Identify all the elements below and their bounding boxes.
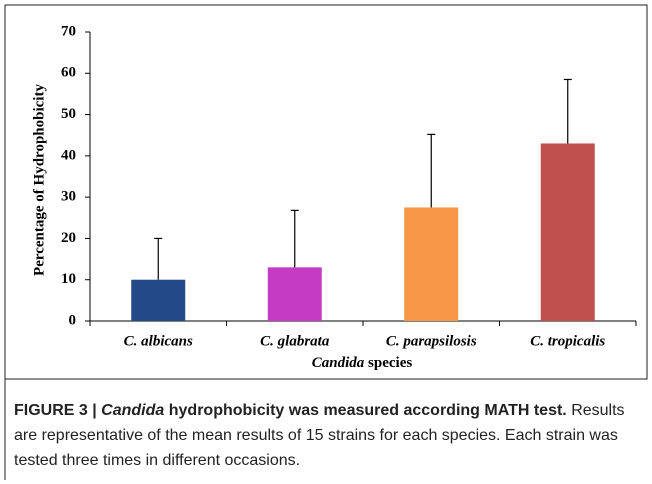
caption-label: FIGURE 3 | bbox=[14, 402, 97, 419]
x-axis-title-rest: species bbox=[368, 355, 412, 371]
caption-title: hydrophobicity was measured according MA… bbox=[168, 402, 567, 419]
y-tick-label: 30 bbox=[61, 189, 76, 205]
y-tick-label: 50 bbox=[61, 106, 76, 122]
y-tick-label: 20 bbox=[61, 230, 76, 246]
caption: FIGURE 3 | Candida hydrophobicity was me… bbox=[14, 398, 644, 473]
y-tick-label: 70 bbox=[61, 23, 76, 39]
caption-italic: Candida bbox=[101, 402, 165, 419]
y-tick-label: 40 bbox=[61, 147, 76, 163]
x-tick-label: C. glabrata bbox=[260, 333, 330, 349]
chart-frame bbox=[4, 4, 648, 380]
x-tick-label: C. albicans bbox=[124, 333, 193, 349]
x-tick-label: C. parapsilosis bbox=[386, 333, 477, 349]
x-tick-label: C. tropicalis bbox=[530, 333, 605, 349]
x-axis-title: Candida species bbox=[312, 355, 413, 371]
y-axis-title: Percentage of Hydrophobicity bbox=[31, 84, 47, 276]
caption-text: Results are representative of the mean r… bbox=[14, 402, 625, 469]
bar bbox=[540, 143, 595, 321]
bar bbox=[267, 267, 322, 321]
bar bbox=[131, 279, 186, 321]
bar bbox=[404, 207, 459, 321]
x-axis-title-italic: Candida bbox=[312, 355, 365, 371]
y-tick-label: 60 bbox=[61, 65, 76, 81]
y-tick-label: 0 bbox=[69, 312, 77, 328]
y-tick-label: 10 bbox=[61, 271, 76, 287]
